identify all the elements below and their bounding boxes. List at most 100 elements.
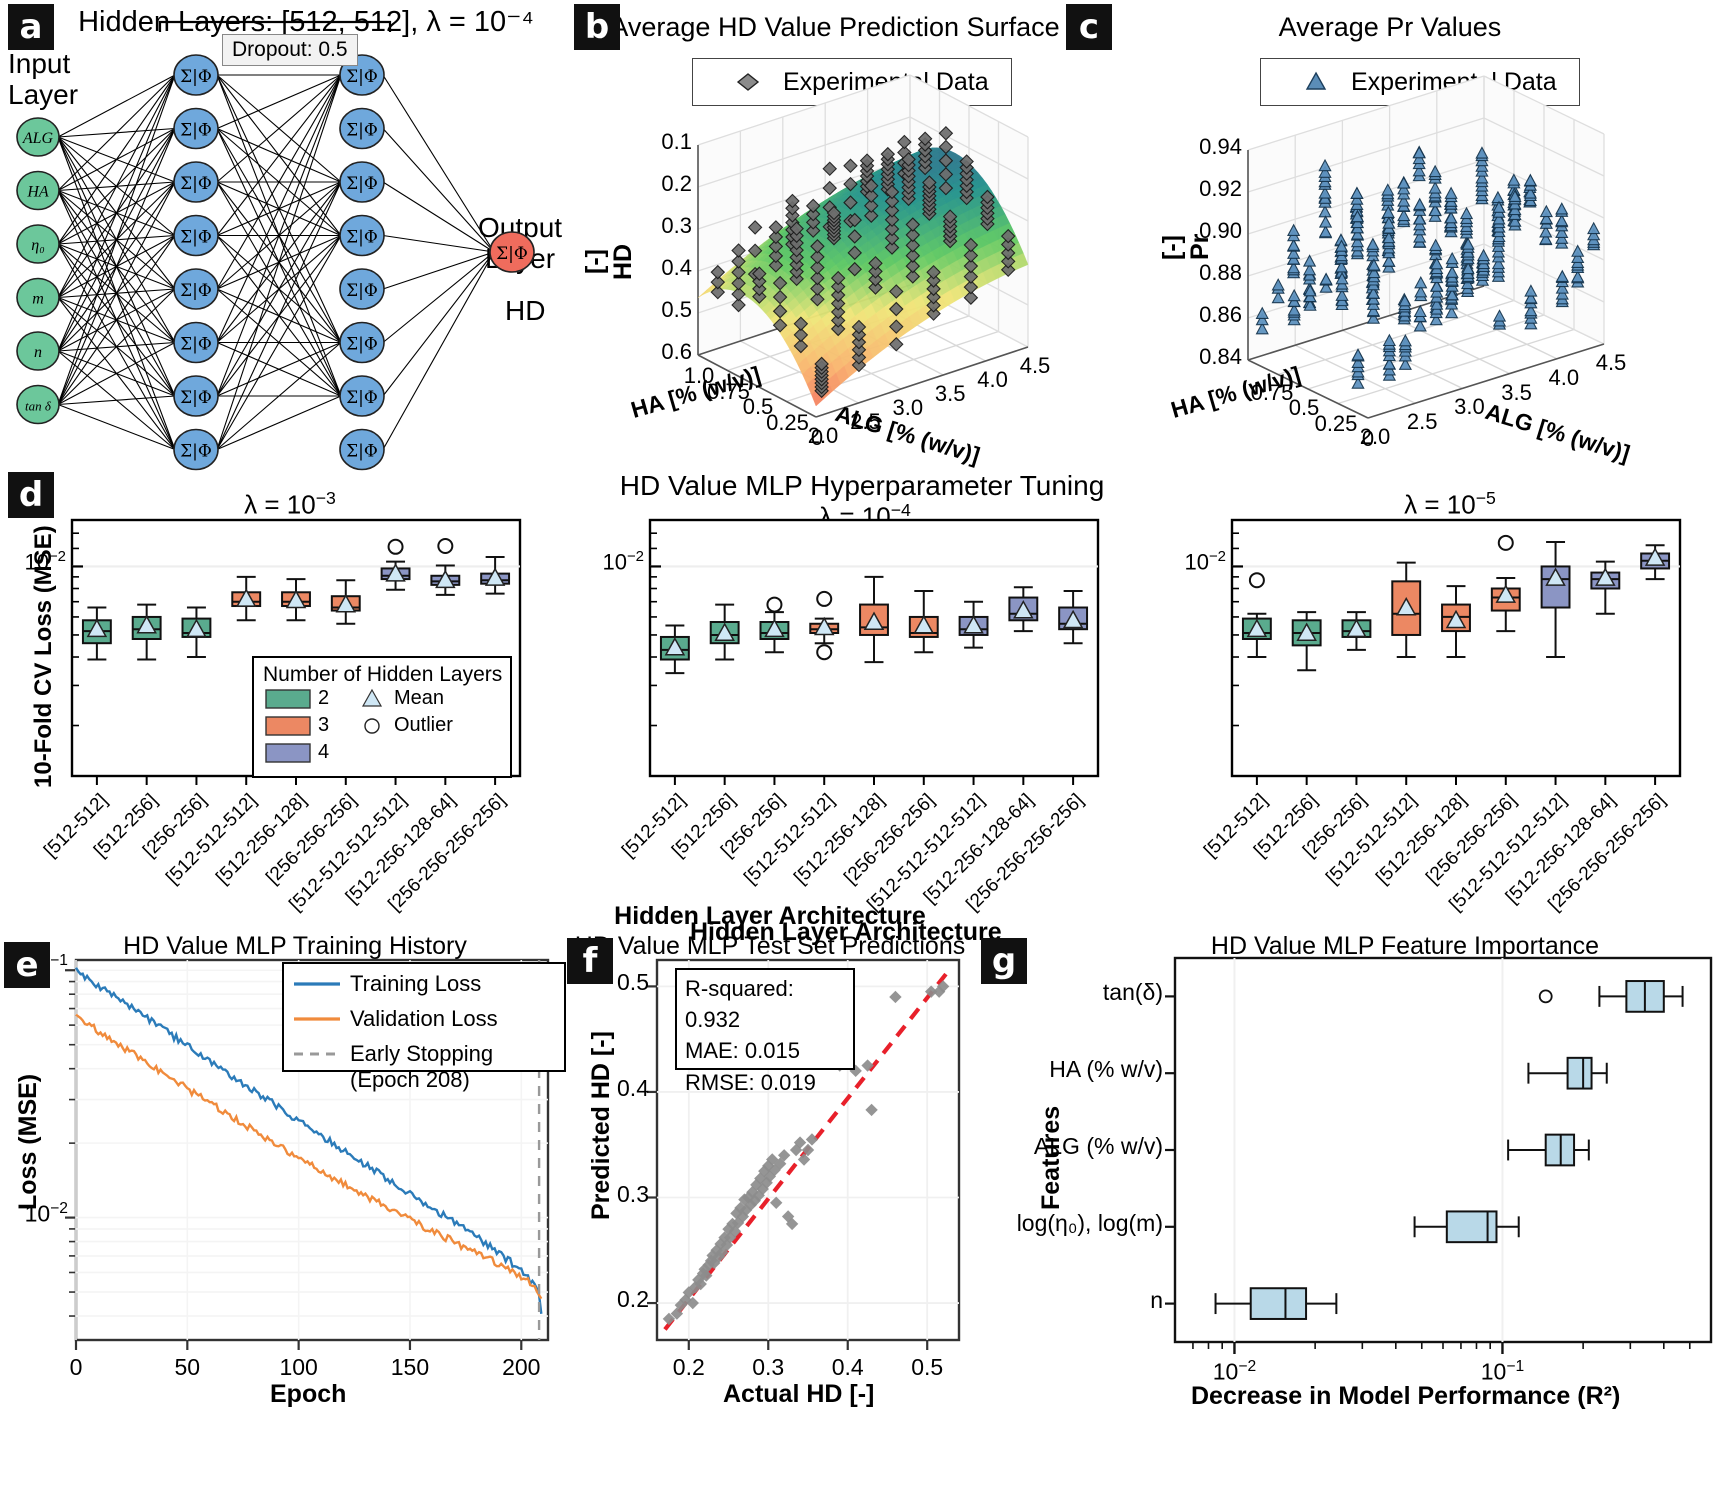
boxplot-d3-5 [1490, 534, 1521, 633]
boxplot-d1-5 [330, 579, 361, 625]
boxplot-d1-6 [380, 538, 411, 591]
panel-f-ytick-0.3: 0.3 [617, 1180, 649, 1207]
outlier-marker [816, 590, 833, 607]
panel-b-xtick-2: 0.5 [742, 394, 774, 419]
svg-text:tan δ: tan δ [25, 399, 52, 414]
mean-marker [186, 618, 207, 638]
panel-e-ytick-1: 10−2 [24, 1199, 68, 1227]
hidden-node-0-6: Σ|Φ [173, 375, 219, 417]
boxplot-d3-4 [1441, 585, 1471, 659]
panel-b-ytick-0: 2.0 [807, 423, 839, 448]
mean-marker [1545, 567, 1566, 586]
mean-marker [1246, 618, 1268, 638]
outlier-marker [437, 537, 454, 554]
mean-marker [1595, 567, 1616, 586]
panel-g-boxplot-2 [1507, 1133, 1590, 1167]
legend-swatch-2 [265, 689, 311, 709]
panel-c-xtick-0: 0.75 [1250, 379, 1294, 405]
panel-d1-ytick: 10−2 [24, 548, 66, 575]
svg-text:Σ|Φ: Σ|Φ [180, 281, 212, 301]
boxplot-d1-4 [281, 578, 311, 622]
panel-d-suptitle: HD Value MLP Hyperparameter Tuning [619, 470, 1105, 501]
panel-f-stats-box: R-squared: 0.932 MAE: 0.015 RMSE: 0.019 [675, 968, 855, 1095]
hidden-node-1-6: Σ|Φ [339, 375, 385, 417]
panel-e-legend-train: Training Loss [350, 971, 482, 996]
panel-d1-title: λ = 10−3 [244, 488, 336, 520]
input-node-4: n [16, 331, 60, 371]
panel-b-ytick-5: 4.5 [1019, 353, 1051, 378]
experimental-data-markers [710, 126, 1016, 399]
scatter-point [924, 985, 938, 998]
svg-text:Σ|Φ: Σ|Φ [346, 228, 378, 248]
panel-f-xtick-0.5: 0.5 [911, 1354, 944, 1380]
svg-text:Σ|Φ: Σ|Φ [180, 228, 212, 248]
mean-marker [235, 588, 257, 607]
panel-d3-ytick: 10−2 [1184, 548, 1226, 575]
svg-text:Σ|Φ: Σ|Φ [180, 388, 212, 408]
panel-d-legend-title: Number of Hidden Layers [263, 663, 503, 686]
panel-c-ztick-2: 0.90 [1199, 218, 1242, 243]
validation-loss-curve [75, 1013, 543, 1300]
mean-marker-icon [361, 688, 383, 707]
panel-f-tag: f [567, 938, 613, 984]
mean-marker [335, 594, 357, 613]
panel-e-training-history: e HD Value MLP Training History Loss (MS… [0, 900, 566, 1485]
panel-e-legend-val: Validation Loss [350, 1006, 498, 1031]
panel-b-ytick-2: 3.0 [892, 395, 924, 420]
boxplot-d2-5 [908, 590, 939, 654]
boxplot-d3-0 [1241, 572, 1272, 659]
mean-marker [435, 569, 456, 589]
mean-marker [1445, 609, 1467, 629]
panel-b-tag: b [574, 4, 620, 50]
panel-b-ytick-4: 4.0 [977, 367, 1008, 392]
network-svg: ALG HA η₀ m n tan δ Σ|Φ Σ|Φ Σ|Φ Σ|Φ Σ|Φ Σ|Φ Σ|Φ Σ|Φ Σ|… [16, 20, 535, 471]
scatter-point [849, 1064, 862, 1078]
hidden-node-1-7: Σ|Φ [339, 428, 385, 471]
panel-a-network-diagram: a Hidden Layers: [512, 512], λ = 10⁻⁴ In… [0, 0, 570, 471]
svg-text:Σ|Φ: Σ|Φ [180, 121, 212, 141]
panel-a-tag: a [8, 4, 54, 50]
panel-c-ytick-2: 3.0 [1454, 394, 1485, 420]
boxplot-d2-3 [809, 590, 840, 661]
outlier-marker [1248, 572, 1265, 589]
mean-marker [1013, 600, 1034, 619]
mean-marker [484, 567, 506, 586]
boxplot-d1-0 [81, 606, 112, 661]
scatter-point [686, 1296, 699, 1310]
panel-g-axes [1173, 956, 1713, 1344]
boxplot-d3-6 [1540, 541, 1571, 659]
panel-g-tag: g [981, 938, 1027, 984]
hidden-node-1-1: Σ|Φ [339, 107, 385, 150]
panel-e-legend: Training Loss Validation Loss Early Stop… [282, 962, 566, 1092]
svg-text:m: m [32, 291, 44, 308]
panel-f-ytick-0.4: 0.4 [617, 1074, 649, 1101]
boxplot-d2-2 [759, 596, 790, 654]
scatter-point [889, 990, 902, 1004]
svg-text:η₀: η₀ [31, 237, 45, 254]
panel-b-xtick-4: 0 [810, 425, 824, 450]
panel-g-feature-importance: g HD Value MLP Feature Importance Featur… [975, 900, 1725, 1485]
boxplot-d2-6 [958, 600, 989, 649]
boxplot-d3-7 [1590, 560, 1621, 615]
panel-e-xtick-100: 100 [279, 1354, 318, 1380]
training-loss-curve [74, 967, 543, 1314]
svg-text:Σ|Φ: Σ|Φ [180, 335, 212, 355]
panel-b-ztick-1: 0.2 [661, 171, 692, 196]
scatter-point [773, 1157, 787, 1170]
mean-marker [385, 563, 406, 582]
panel-c-ztick-4: 0.86 [1199, 302, 1242, 327]
panel-g-ytick-2: ALG (% w/v) [1033, 1133, 1163, 1159]
panel-e-xtick-200: 200 [502, 1354, 541, 1380]
boxplot-d2-1 [709, 603, 740, 661]
hidden-node-0-2: Σ|Φ [173, 161, 219, 203]
panel-f-ytick-0.5: 0.5 [617, 969, 649, 996]
legend-label-4: 4 [318, 741, 330, 763]
boxplot-d1-3 [231, 575, 262, 622]
svg-text:Σ|Φ: Σ|Φ [346, 442, 378, 462]
panel-e-xtick-0: 0 [69, 1354, 83, 1380]
panel-d-legend: Number of Hidden Layers 2 3 4 Mean Outli… [252, 656, 512, 778]
panel-c-title: Average Pr Values [1278, 12, 1502, 42]
svg-text:Σ|Φ: Σ|Φ [346, 67, 378, 87]
panel-g-boxplot-1 [1527, 1056, 1608, 1090]
hidden-node-1-2: Σ|Φ [339, 161, 385, 203]
